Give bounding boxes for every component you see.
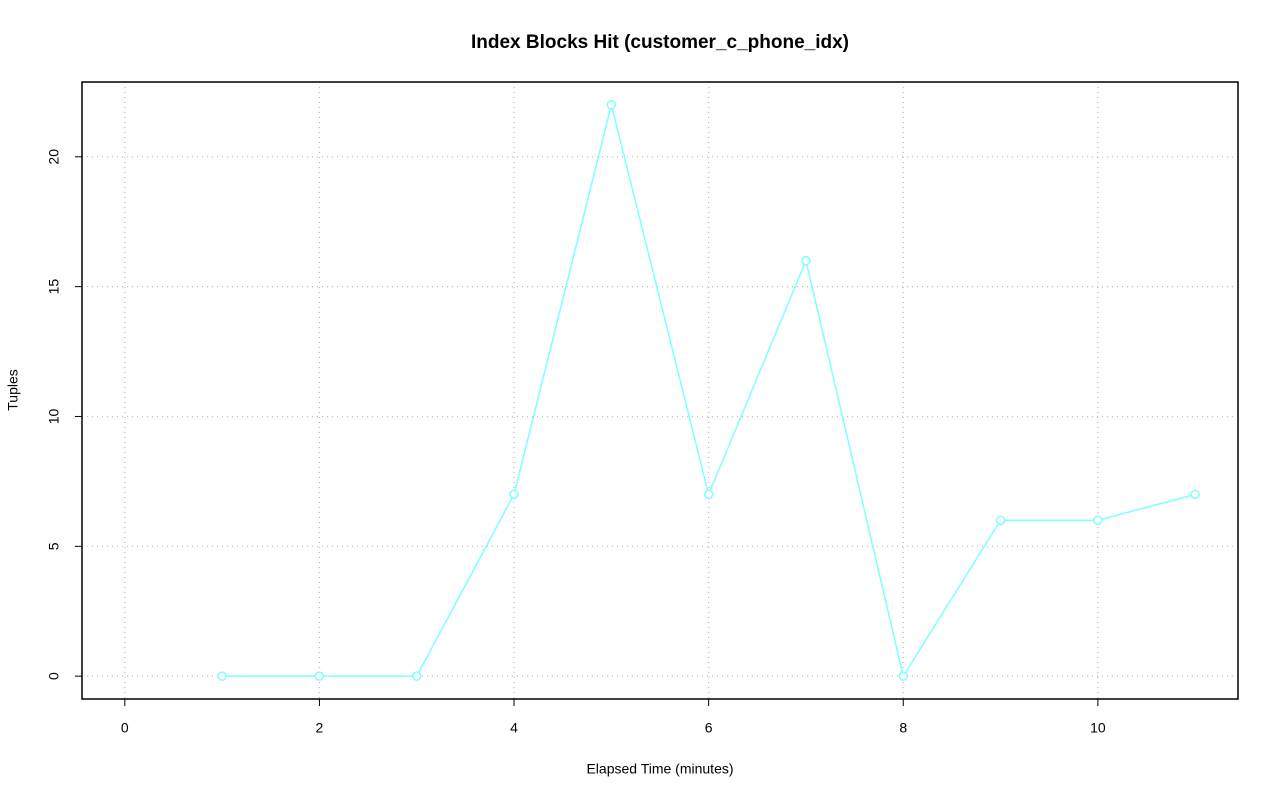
data-point bbox=[995, 515, 1006, 526]
y-tick-label: 20 bbox=[46, 149, 62, 165]
data-point bbox=[1190, 489, 1200, 500]
data-point bbox=[509, 489, 519, 500]
data-point bbox=[606, 100, 617, 110]
x-tick-label: 6 bbox=[705, 720, 713, 736]
x-tick-label: 0 bbox=[121, 720, 129, 736]
x-tick-label: 4 bbox=[510, 720, 518, 736]
y-axis-label: Tuples bbox=[5, 369, 21, 411]
y-tick-label: 10 bbox=[46, 408, 62, 424]
plot-frame bbox=[81, 81, 1239, 700]
x-axis-label: Elapsed Time (minutes) bbox=[586, 761, 733, 777]
data-line bbox=[222, 104, 1196, 679]
data-point bbox=[217, 671, 227, 681]
data-point bbox=[314, 671, 325, 681]
data-point bbox=[703, 489, 714, 500]
data-point bbox=[801, 255, 811, 266]
y-tick-label: 5 bbox=[46, 542, 62, 550]
x-tick-label: 2 bbox=[316, 720, 324, 736]
y-tick-label: 15 bbox=[46, 279, 62, 295]
x-tick-label: 10 bbox=[1090, 720, 1106, 736]
y-tick-label: 0 bbox=[46, 672, 62, 680]
data-point bbox=[411, 671, 422, 681]
data-point bbox=[898, 671, 909, 681]
data-point bbox=[1093, 515, 1103, 526]
x-tick-label: 8 bbox=[899, 720, 907, 736]
chart-title: Index Blocks Hit (customer_c_phone_idx) bbox=[471, 32, 849, 53]
